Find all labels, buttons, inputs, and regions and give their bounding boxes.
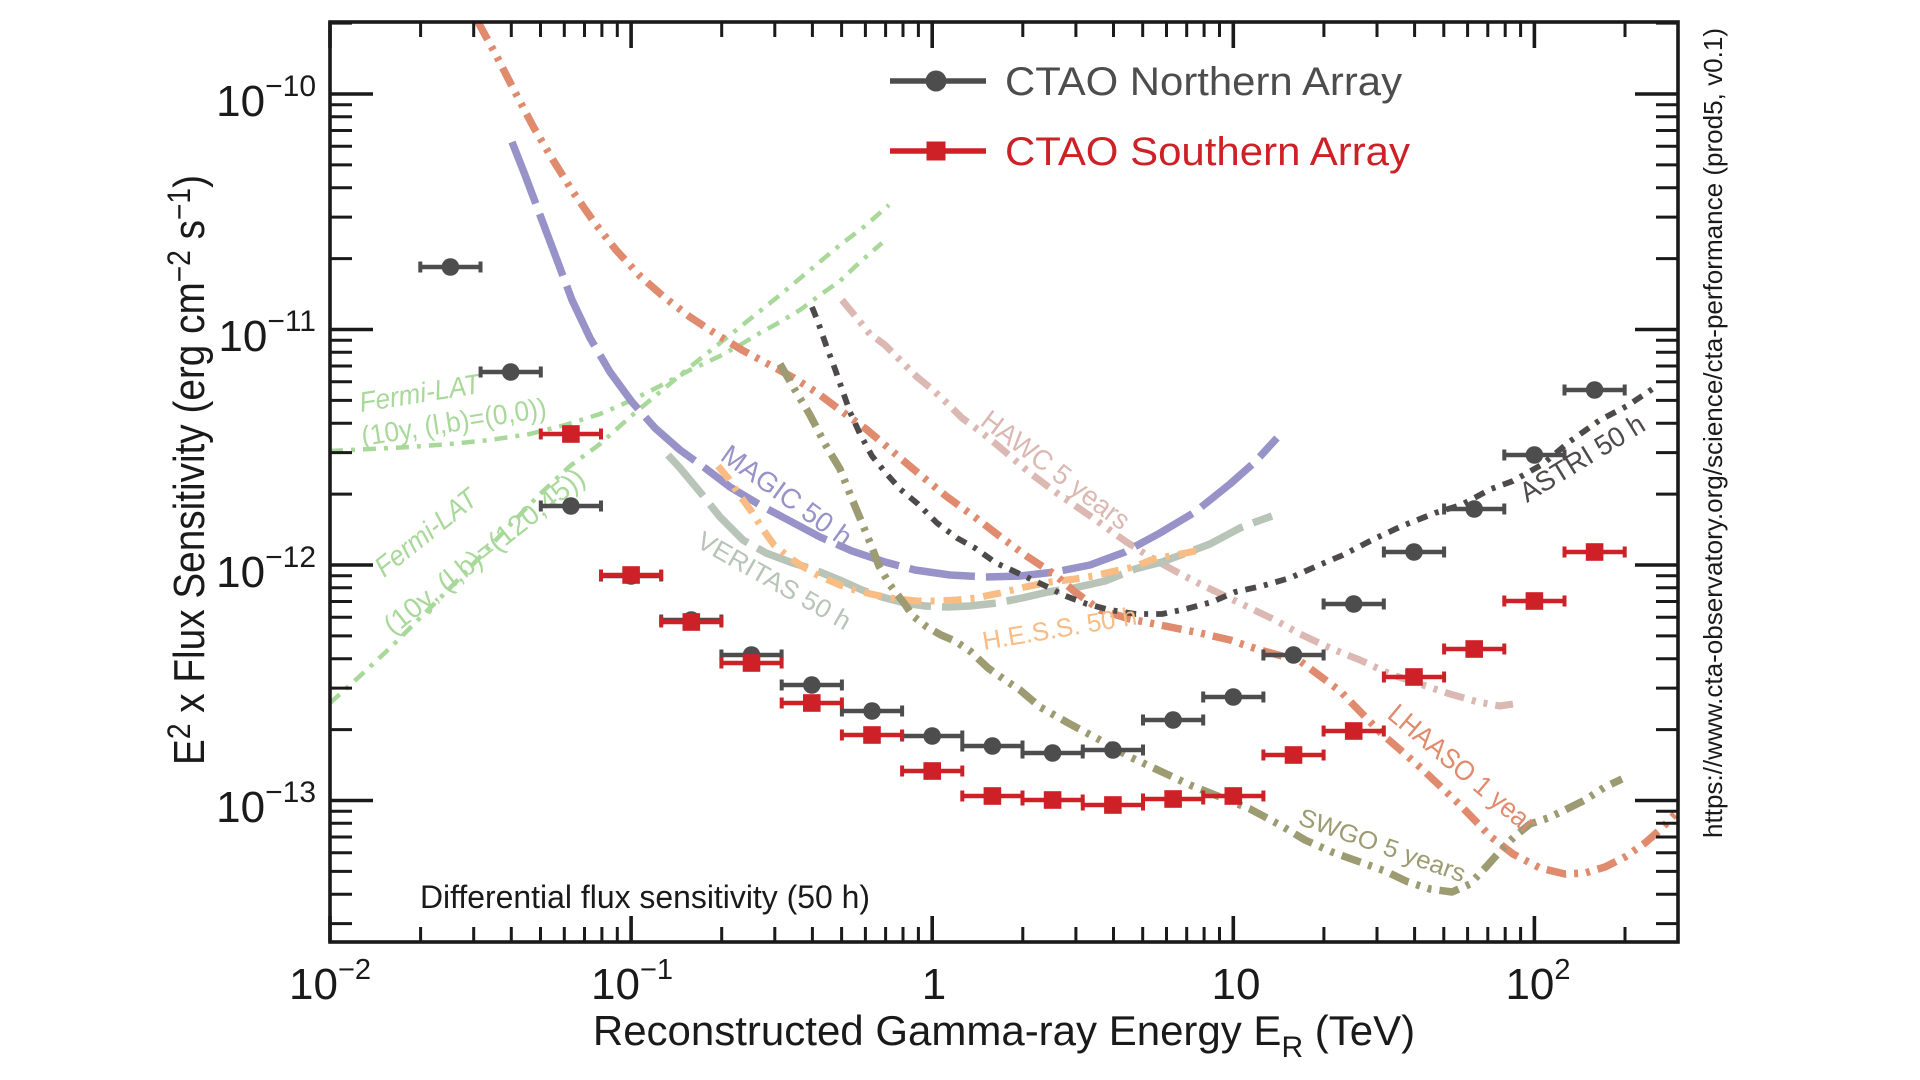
svg-text:CTAO Northern Array: CTAO Northern Array (1005, 60, 1402, 104)
svg-text:10: 10 (1212, 960, 1261, 1009)
svg-text:10−11: 10−11 (218, 305, 316, 361)
svg-text:Differential flux sensitivity: Differential flux sensitivity (50 h) (420, 879, 870, 915)
svg-text:https://www.cta-observatory.or: https://www.cta-observatory.org/science/… (1698, 28, 1728, 838)
svg-text:1: 1 (922, 960, 946, 1009)
svg-text:CTAO Southern Array: CTAO Southern Array (1005, 130, 1410, 174)
